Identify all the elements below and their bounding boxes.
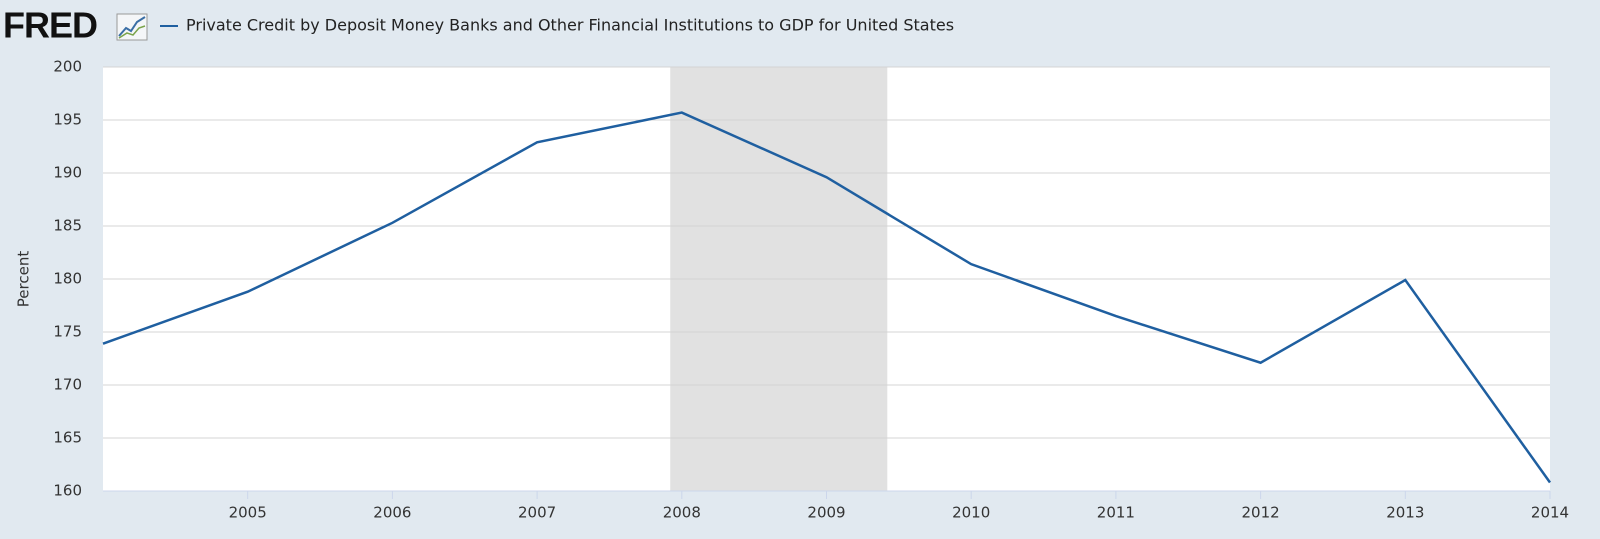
x-tick-label: 2013: [1386, 504, 1424, 522]
y-tick-label: 185: [53, 217, 82, 235]
y-tick-label: 165: [53, 429, 82, 447]
x-tick-label: 2009: [807, 504, 845, 522]
y-axis-label: Percent: [15, 251, 33, 308]
y-tick-label: 195: [53, 111, 82, 129]
legend-label: Private Credit by Deposit Money Banks an…: [186, 16, 954, 35]
y-tick-label: 180: [53, 270, 82, 288]
x-tick-label: 2005: [229, 504, 267, 522]
x-tick-label: 2012: [1242, 504, 1280, 522]
y-tick-label: 175: [53, 323, 82, 341]
y-tick-label: 160: [53, 482, 82, 500]
x-tick-label: 2008: [663, 504, 701, 522]
x-tick-label: 2007: [518, 504, 556, 522]
y-tick-label: 190: [53, 164, 82, 182]
x-tick-label: 2011: [1097, 504, 1135, 522]
x-tick-label: 2014: [1531, 504, 1569, 522]
data-line: [102, 111, 1552, 484]
x-tick-label: 2010: [952, 504, 990, 522]
y-tick-label: 170: [53, 376, 82, 394]
logo: FRED: [3, 5, 97, 46]
x-tick-label: 2006: [373, 504, 411, 522]
y-tick-label: 200: [53, 58, 82, 76]
logo-icon: [116, 13, 148, 41]
